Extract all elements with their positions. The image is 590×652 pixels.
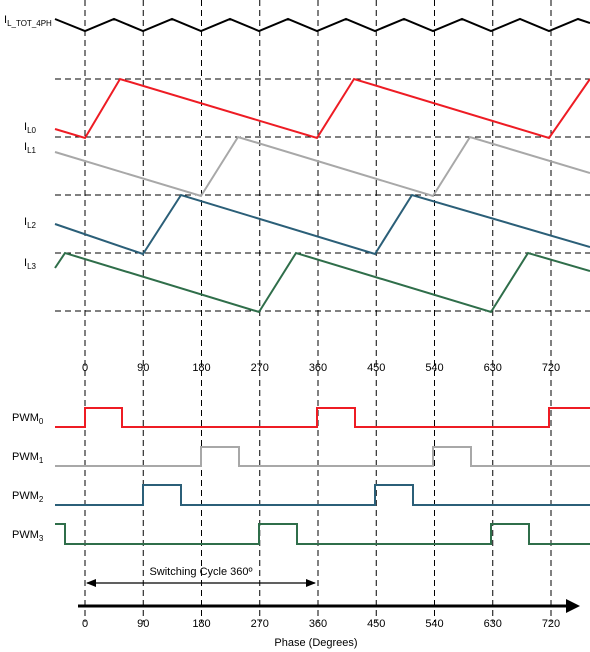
- pwm3-label: PWM3: [12, 529, 44, 543]
- pwm2-waveform: [55, 484, 590, 506]
- phase-tick-bottom-180: 180: [192, 618, 210, 630]
- phase-tick-bottom-540: 540: [425, 618, 443, 630]
- phase-tick-top-720: 720: [542, 362, 560, 374]
- il1-label: IL1: [24, 141, 37, 155]
- switching-cycle-label: Switching Cycle 360º: [149, 566, 252, 578]
- phase-tick-top-0: 0: [82, 362, 88, 374]
- phase-tick-top-540: 540: [425, 362, 443, 374]
- phase-axis-label: Phase (Degrees): [274, 637, 357, 649]
- phase-tick-top-270: 270: [251, 362, 269, 374]
- phase-tick-top-180: 180: [192, 362, 210, 374]
- phase-tick-bottom-90: 90: [137, 618, 149, 630]
- il3-waveform: [54, 251, 590, 314]
- il0-label: IL0: [24, 121, 37, 135]
- pwm0-waveform: [55, 407, 590, 428]
- phase-tick-top-360: 360: [309, 362, 327, 374]
- phase-tick-top-630: 630: [484, 362, 502, 374]
- pwm3-waveform: [55, 523, 590, 545]
- il2-waveform: [54, 193, 590, 256]
- pwm2-label: PWM2: [12, 490, 44, 504]
- il2-label: IL2: [24, 216, 37, 230]
- phase-tick-labels-top: 0 90 180 270 360 450 540 630 720: [82, 362, 560, 374]
- phase-tick-bottom-270: 270: [251, 618, 269, 630]
- total-current-waveform: [54, 17, 590, 33]
- phase-tick-top-450: 450: [367, 362, 385, 374]
- pwm1-waveform: [55, 446, 590, 467]
- phase-tick-bottom-720: 720: [542, 618, 560, 630]
- il3-label: IL3: [24, 257, 37, 271]
- phase-tick-labels-bottom: 0 90 180 270 360 450 540 630 720: [82, 618, 560, 630]
- phase-tick-top-90: 90: [137, 362, 149, 374]
- il1-waveform: [54, 135, 590, 198]
- phase-tick-bottom-630: 630: [484, 618, 502, 630]
- phase-tick-bottom-0: 0: [82, 618, 88, 630]
- phase-tick-bottom-450: 450: [367, 618, 385, 630]
- pwm0-label: PWM0: [12, 412, 44, 426]
- il0-waveform: [54, 77, 590, 140]
- total-current-label: IL_TOT_4PH: [4, 14, 52, 28]
- phase-tick-bottom-360: 360: [309, 618, 327, 630]
- pwm1-label: PWM1: [12, 451, 44, 465]
- phase-axis-arrowhead: [566, 599, 580, 613]
- current-reference-lines: [55, 78, 590, 312]
